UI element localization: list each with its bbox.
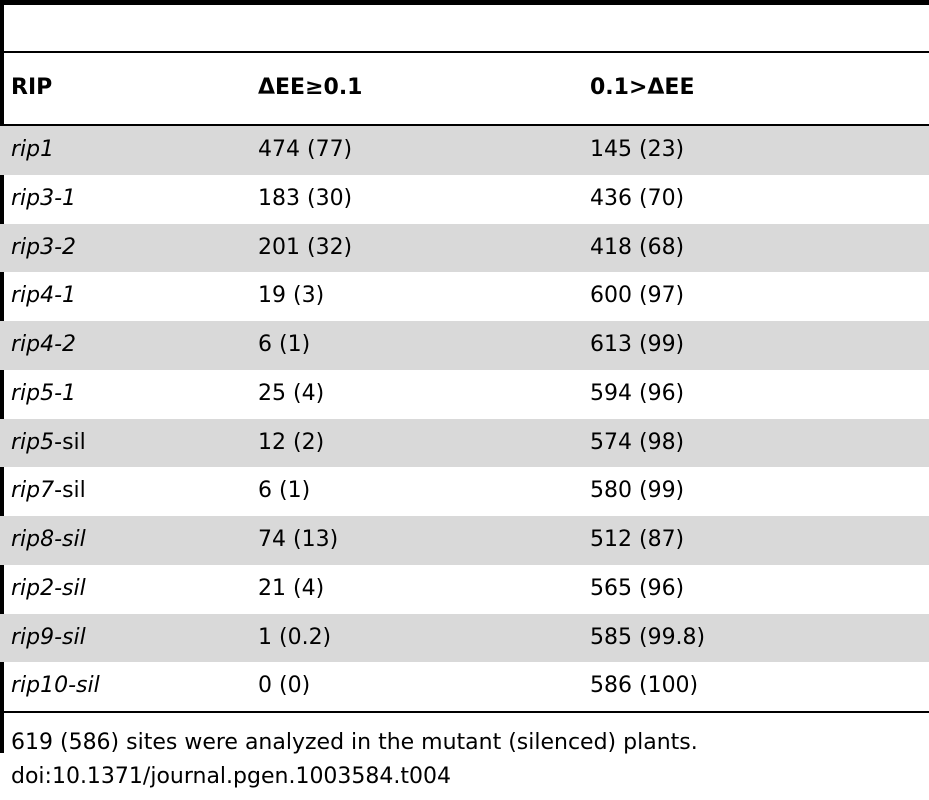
table-footer: 619 (586) sites were analyzed in the mut… <box>11 726 698 794</box>
table-row: rip3-2 201 (32) 418 (68) <box>0 223 929 273</box>
delta-ee-lt-value: 512 (87) <box>590 527 685 552</box>
rip-name-cell: rip2-sil <box>11 574 86 604</box>
rip-name-cell: rip3-2 <box>11 233 76 263</box>
table-row: rip9-sil 1 (0.2) 585 (99.8) <box>0 613 929 663</box>
delta-ee-lt-value: 565 (96) <box>590 575 685 601</box>
rip-name-cell: rip9-sil <box>11 623 86 653</box>
header-rip: RIP <box>11 75 53 100</box>
rip-name-cell: rip5-1 <box>11 379 76 409</box>
delta-ee-lt-value: 145 (23) <box>590 137 685 162</box>
header-top-rule <box>0 51 929 53</box>
delta-ee-ge-value: 74 (13) <box>258 527 339 552</box>
rip-name: rip3-2 <box>11 234 77 260</box>
rip-name-cell: rip10-sil <box>11 671 100 701</box>
rip-name: rip8-sil <box>11 527 86 552</box>
rip-name: rip4-1 <box>11 283 77 309</box>
table-row: rip5-sil 12 (2) 574 (98) <box>0 418 929 468</box>
table-row: rip2-sil 21 (4) 565 (96) <box>0 565 929 614</box>
table-row: rip5-1 25 (4) 594 (96) <box>0 370 929 419</box>
header-delta-ee-ge: ΔEE≥0.1 <box>258 75 363 100</box>
rip-name: rip2-sil <box>11 575 86 601</box>
rip-name: rip7 <box>11 478 55 504</box>
table-header-row: RIP ΔEE≥0.1 0.1>ΔEE <box>0 53 929 124</box>
rip-name-cell: rip1 <box>11 135 54 165</box>
delta-ee-lt-value: 418 (68) <box>590 234 685 260</box>
table-left-border <box>0 0 4 753</box>
table-row: rip3-1 183 (30) 436 (70) <box>0 175 929 224</box>
delta-ee-lt-value: 613 (99) <box>590 332 685 357</box>
rip-name: rip1 <box>11 137 55 162</box>
delta-ee-ge-value: 474 (77) <box>258 137 353 162</box>
table-row: rip8-sil 74 (13) 512 (87) <box>0 516 929 565</box>
rip-name-cell: rip8-sil <box>11 525 86 555</box>
rip-suffix: -sil <box>54 478 86 504</box>
rip-name-cell: rip4-2 <box>11 330 76 360</box>
delta-ee-lt-value: 594 (96) <box>590 380 685 406</box>
rip-name-cell: rip3-1 <box>11 184 76 214</box>
rip-suffix: -sil <box>54 429 86 455</box>
rip-name: rip10-sil <box>11 673 100 699</box>
delta-ee-ge-value: 183 (30) <box>258 185 353 211</box>
table-bottom-rule <box>0 711 929 713</box>
delta-ee-lt-value: 436 (70) <box>590 185 685 211</box>
delta-ee-lt-value: 574 (98) <box>590 429 685 455</box>
table-top-border <box>0 0 929 5</box>
delta-ee-ge-value: 6 (1) <box>258 478 311 504</box>
table-row: rip4-1 19 (3) 600 (97) <box>0 272 929 321</box>
delta-ee-ge-value: 12 (2) <box>258 429 325 455</box>
table-row: rip10-sil 0 (0) 586 (100) <box>0 662 929 711</box>
rip-name: rip4-2 <box>11 332 77 357</box>
delta-ee-lt-value: 580 (99) <box>590 478 685 504</box>
table-row: rip4-2 6 (1) 613 (99) <box>0 321 929 370</box>
table-row: rip7-sil 6 (1) 580 (99) <box>0 467 929 516</box>
rip-name-cell: rip7-sil <box>11 476 86 506</box>
delta-ee-lt-value: 585 (99.8) <box>590 624 706 650</box>
delta-ee-ge-value: 21 (4) <box>258 575 325 601</box>
delta-ee-ge-value: 201 (32) <box>258 234 353 260</box>
doi-link[interactable]: doi:10.1371/journal.pgen.1003584.t004 <box>11 764 452 789</box>
header-bottom-rule <box>0 124 929 126</box>
header-delta-ee-lt: 0.1>ΔEE <box>590 75 695 100</box>
delta-ee-ge-value: 6 (1) <box>258 332 311 357</box>
footnote: 619 (586) sites were analyzed in the mut… <box>11 730 698 755</box>
rip-name: rip9-sil <box>11 624 86 650</box>
rip-name: rip3-1 <box>11 185 77 211</box>
delta-ee-ge-value: 25 (4) <box>258 380 325 406</box>
delta-ee-lt-value: 586 (100) <box>590 673 699 699</box>
rip-name-cell: rip4-1 <box>11 281 76 311</box>
delta-ee-ge-value: 1 (0.2) <box>258 624 332 650</box>
rip-name: rip5-1 <box>11 380 77 406</box>
rip-name-cell: rip5-sil <box>11 428 86 458</box>
delta-ee-lt-value: 600 (97) <box>590 283 685 309</box>
delta-ee-ge-value: 0 (0) <box>258 673 311 699</box>
delta-ee-ge-value: 19 (3) <box>258 283 325 309</box>
table-body: rip1 474 (77) 145 (23) rip3-1 183 (30) 4… <box>0 126 929 711</box>
rip-name: rip5 <box>11 429 55 455</box>
table-row: rip1 474 (77) 145 (23) <box>0 126 929 175</box>
